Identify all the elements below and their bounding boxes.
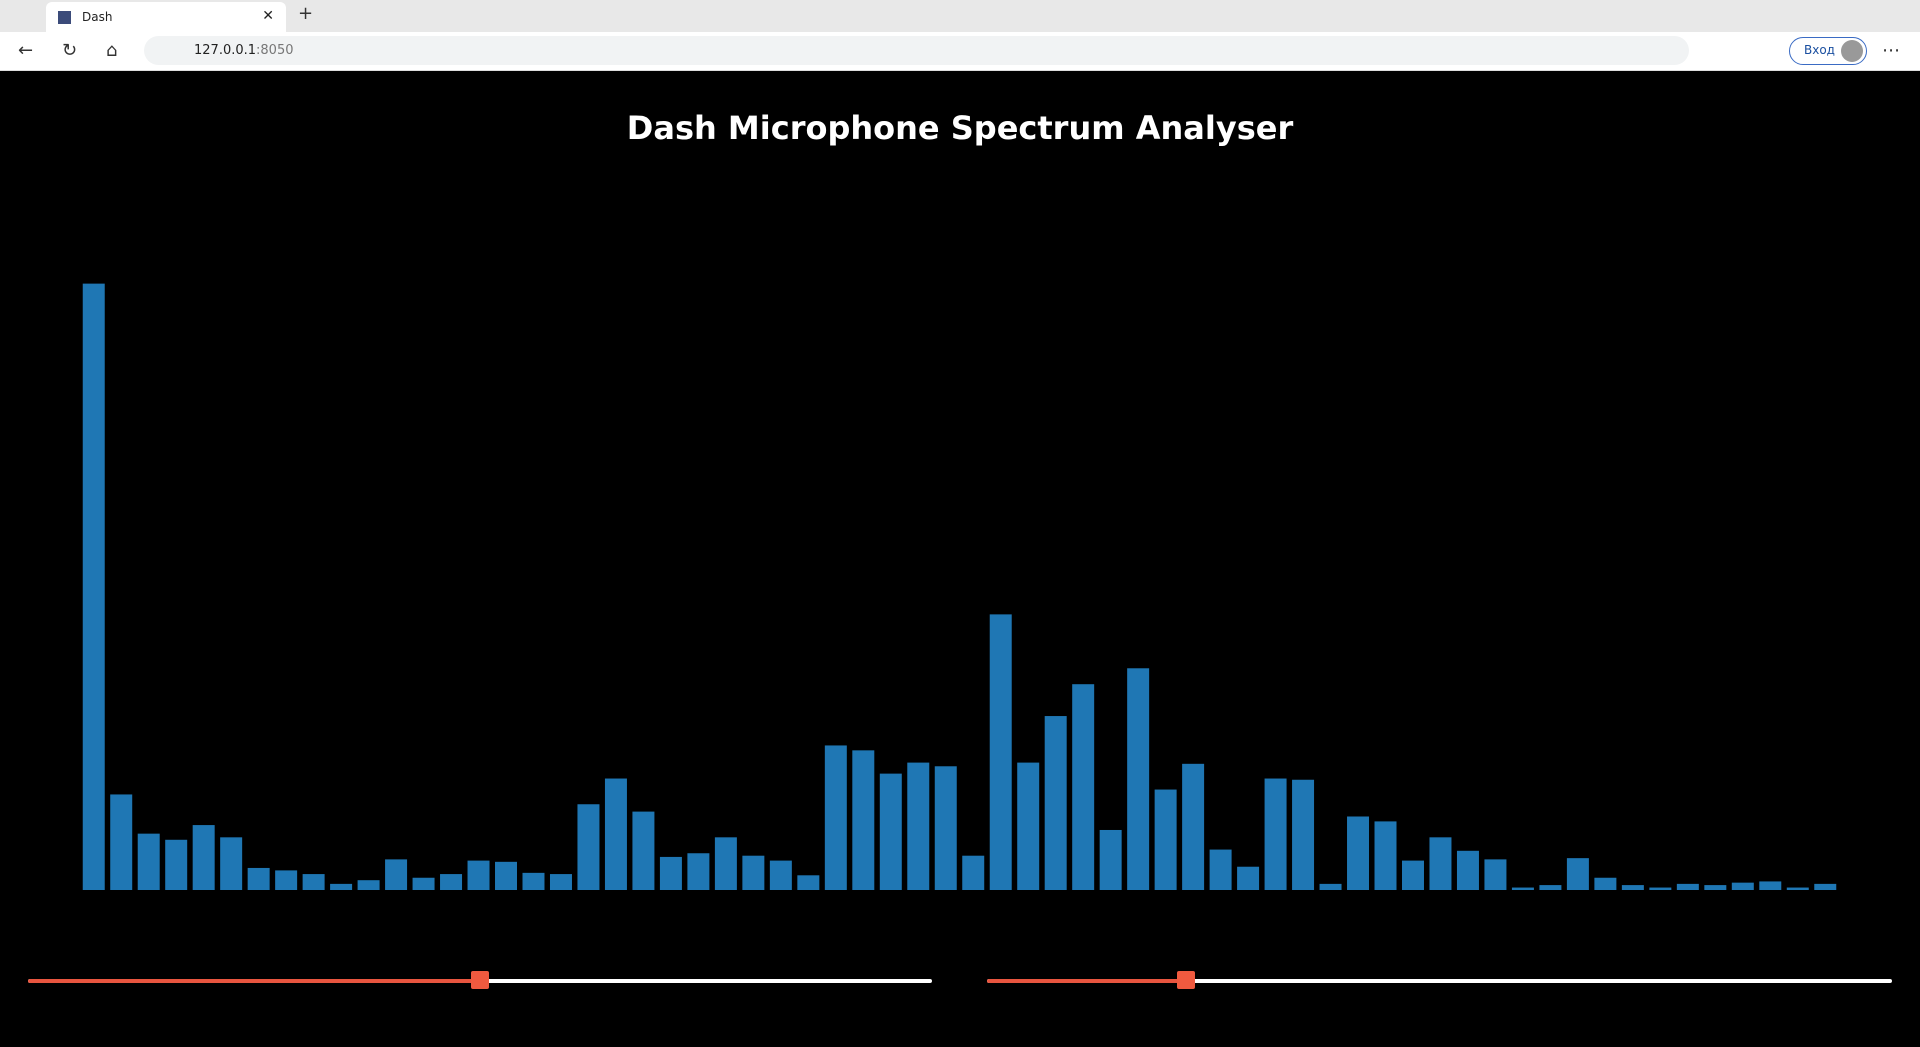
bar	[989, 614, 1012, 890]
bar	[632, 811, 655, 890]
bar	[1264, 778, 1287, 890]
bar	[1456, 850, 1479, 890]
bar	[659, 856, 682, 890]
bar	[1099, 829, 1122, 890]
bar	[1511, 887, 1534, 890]
bar	[1154, 789, 1177, 890]
bar	[1292, 779, 1315, 890]
bar	[1347, 816, 1370, 890]
bar	[522, 872, 545, 890]
bar	[1649, 887, 1672, 890]
tab-bar: Dash ✕ +	[0, 0, 1920, 32]
bar	[1044, 716, 1067, 890]
bar	[879, 773, 902, 890]
bar	[302, 874, 325, 890]
url-field[interactable]: 127.0.0.1:8050	[144, 36, 1689, 65]
tab-title: Dash	[82, 10, 113, 24]
bar	[192, 825, 215, 890]
bar	[934, 766, 957, 890]
bar	[1484, 859, 1507, 890]
bar	[1237, 866, 1260, 890]
signin-button[interactable]: Вход	[1789, 37, 1867, 65]
bar	[549, 874, 572, 890]
bar	[330, 883, 353, 890]
url-port: :8050	[256, 43, 294, 58]
new-tab[interactable]: +	[298, 3, 314, 24]
menu[interactable]: ⋯	[1882, 40, 1900, 61]
bar	[1814, 883, 1837, 890]
home[interactable]: ⌂	[106, 40, 118, 61]
address-bar: ← ↻ ⌂ 127.0.0.1:8050 Вход ⋯	[0, 32, 1920, 71]
bar	[769, 860, 792, 890]
bar	[714, 837, 737, 890]
slider-handle[interactable]	[1177, 971, 1196, 989]
bar	[357, 880, 380, 890]
bar	[137, 833, 160, 890]
reload[interactable]: ↻	[62, 40, 78, 61]
bar	[1566, 858, 1589, 890]
bar	[1017, 762, 1040, 890]
bar	[467, 860, 490, 890]
bar	[1594, 877, 1617, 890]
bar	[1676, 883, 1699, 890]
bar	[687, 853, 710, 890]
bar	[907, 762, 930, 890]
bar	[1539, 885, 1562, 890]
bar	[852, 750, 875, 890]
bar	[1731, 882, 1754, 890]
bar	[440, 874, 463, 890]
bar	[1182, 763, 1205, 890]
bar	[1319, 883, 1342, 890]
bar	[1704, 885, 1727, 890]
bar	[1429, 837, 1452, 890]
chart: Dash Microphone Spectrum Analyser	[82, 109, 1837, 890]
signin-label: Вход	[1804, 43, 1835, 57]
tab[interactable]: Dash ✕	[46, 2, 286, 32]
bar	[1209, 849, 1232, 890]
bar	[1786, 887, 1809, 890]
bar	[742, 855, 765, 890]
slider[interactable]	[28, 971, 932, 989]
bar	[1374, 821, 1397, 890]
bar	[797, 875, 820, 890]
bar	[165, 839, 188, 890]
chart-title: Dash Microphone Spectrum Analyser	[627, 109, 1294, 147]
bar	[247, 867, 270, 890]
bar	[385, 859, 408, 890]
bar	[1127, 668, 1150, 890]
bar	[1072, 684, 1095, 890]
bar	[962, 855, 985, 890]
bar	[220, 837, 243, 890]
bar	[1759, 881, 1782, 890]
back[interactable]: ←	[18, 40, 34, 61]
bar	[275, 870, 298, 890]
bar	[1621, 885, 1644, 890]
url-host: 127.0.0.1	[194, 43, 257, 58]
slider-handle[interactable]	[471, 971, 489, 989]
bar	[495, 861, 518, 890]
bar	[412, 877, 435, 890]
bar	[824, 745, 847, 890]
bar	[82, 283, 105, 890]
bar	[110, 794, 133, 890]
bar	[577, 804, 600, 890]
slider[interactable]	[987, 971, 1892, 989]
bar	[604, 778, 627, 890]
bar	[1401, 860, 1424, 890]
